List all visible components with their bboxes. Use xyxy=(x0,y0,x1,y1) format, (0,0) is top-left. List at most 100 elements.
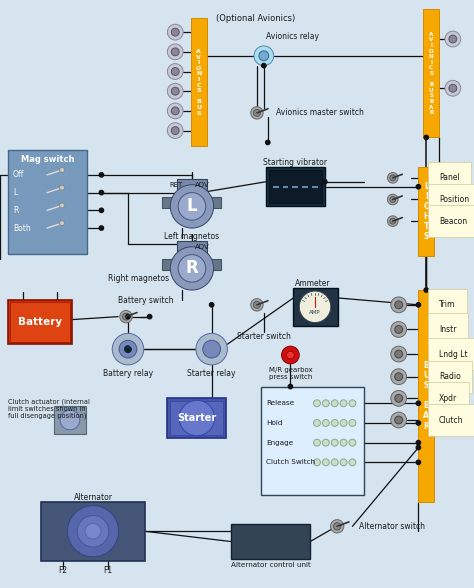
FancyBboxPatch shape xyxy=(419,290,434,502)
Circle shape xyxy=(391,412,407,428)
FancyBboxPatch shape xyxy=(163,196,221,208)
Circle shape xyxy=(171,126,179,135)
Text: Clutch: Clutch xyxy=(439,416,464,425)
Circle shape xyxy=(313,419,320,426)
Text: Trim: Trim xyxy=(439,300,456,309)
Circle shape xyxy=(416,445,420,450)
Circle shape xyxy=(126,346,128,349)
Circle shape xyxy=(171,68,179,75)
Circle shape xyxy=(416,185,420,189)
Circle shape xyxy=(313,439,320,446)
Circle shape xyxy=(349,419,356,426)
FancyBboxPatch shape xyxy=(8,300,72,344)
FancyBboxPatch shape xyxy=(167,398,227,437)
Circle shape xyxy=(178,255,206,282)
Text: Avionics relay: Avionics relay xyxy=(266,32,319,41)
Circle shape xyxy=(265,140,270,145)
Text: B
U
S
 
B
A
R: B U S B A R xyxy=(423,361,429,430)
Circle shape xyxy=(167,24,183,40)
Circle shape xyxy=(395,416,402,424)
Circle shape xyxy=(196,333,228,365)
Text: F2: F2 xyxy=(58,566,68,574)
Circle shape xyxy=(123,313,129,320)
FancyBboxPatch shape xyxy=(170,401,223,435)
Circle shape xyxy=(416,401,420,406)
Text: Instr: Instr xyxy=(439,325,456,334)
Circle shape xyxy=(445,81,461,96)
Circle shape xyxy=(99,208,103,212)
Text: R: R xyxy=(13,206,18,215)
Text: Alternator switch: Alternator switch xyxy=(359,522,425,531)
Circle shape xyxy=(323,179,327,184)
Text: Hold: Hold xyxy=(266,420,283,426)
Text: A
V
I
O
N
I
C
S
 
B
U
S: A V I O N I C S B U S xyxy=(196,49,201,116)
Circle shape xyxy=(416,303,420,307)
Circle shape xyxy=(322,439,329,446)
Circle shape xyxy=(288,385,292,389)
Text: Starting vibrator: Starting vibrator xyxy=(264,158,328,167)
Circle shape xyxy=(313,459,320,466)
Circle shape xyxy=(259,51,269,61)
Circle shape xyxy=(171,48,179,56)
Circle shape xyxy=(395,350,402,358)
Circle shape xyxy=(60,410,80,430)
Circle shape xyxy=(167,83,183,99)
Circle shape xyxy=(171,87,179,95)
Text: Engage: Engage xyxy=(266,440,293,446)
Circle shape xyxy=(128,348,131,350)
Circle shape xyxy=(99,191,103,195)
Circle shape xyxy=(67,506,118,557)
Circle shape xyxy=(387,194,398,205)
Text: Both: Both xyxy=(13,223,30,232)
Circle shape xyxy=(331,439,338,446)
Text: Battery: Battery xyxy=(18,317,62,327)
FancyBboxPatch shape xyxy=(293,288,337,326)
Text: AMP: AMP xyxy=(309,310,321,315)
Circle shape xyxy=(445,31,461,47)
Text: Clutch actuator (internal
limit switches shown in
full disengage position): Clutch actuator (internal limit switches… xyxy=(8,398,90,419)
Text: Off: Off xyxy=(13,171,24,179)
Circle shape xyxy=(449,35,457,43)
Text: Starter relay: Starter relay xyxy=(187,369,236,378)
Text: RET: RET xyxy=(169,182,182,188)
Circle shape xyxy=(416,421,420,425)
Circle shape xyxy=(424,288,428,292)
Text: Starter switch: Starter switch xyxy=(237,332,291,342)
Circle shape xyxy=(334,523,341,530)
FancyBboxPatch shape xyxy=(269,170,322,203)
Circle shape xyxy=(395,326,402,333)
Circle shape xyxy=(119,340,137,358)
Circle shape xyxy=(254,302,260,308)
Circle shape xyxy=(449,84,457,92)
Circle shape xyxy=(340,459,347,466)
Text: R: R xyxy=(186,259,198,278)
FancyBboxPatch shape xyxy=(8,151,87,253)
Circle shape xyxy=(251,299,263,311)
Text: Alternator control unit: Alternator control unit xyxy=(231,562,310,568)
Text: Left magnetos: Left magnetos xyxy=(164,232,219,241)
Circle shape xyxy=(85,523,101,539)
Circle shape xyxy=(60,220,64,226)
Circle shape xyxy=(170,185,214,228)
Text: L: L xyxy=(13,188,17,197)
FancyBboxPatch shape xyxy=(261,386,364,495)
Circle shape xyxy=(167,103,183,119)
Text: Starter: Starter xyxy=(177,413,217,423)
Circle shape xyxy=(99,173,103,177)
Circle shape xyxy=(60,168,64,172)
Circle shape xyxy=(391,322,407,338)
Circle shape xyxy=(416,460,420,465)
Text: Xpdr: Xpdr xyxy=(439,394,457,403)
Circle shape xyxy=(390,218,396,224)
Circle shape xyxy=(390,196,396,202)
FancyBboxPatch shape xyxy=(423,9,439,138)
Circle shape xyxy=(77,516,109,547)
Circle shape xyxy=(313,400,320,407)
Circle shape xyxy=(391,297,407,313)
Circle shape xyxy=(416,440,420,445)
Text: F1: F1 xyxy=(104,566,113,574)
Circle shape xyxy=(167,64,183,79)
Circle shape xyxy=(391,369,407,385)
Circle shape xyxy=(171,107,179,115)
Circle shape xyxy=(60,185,64,190)
